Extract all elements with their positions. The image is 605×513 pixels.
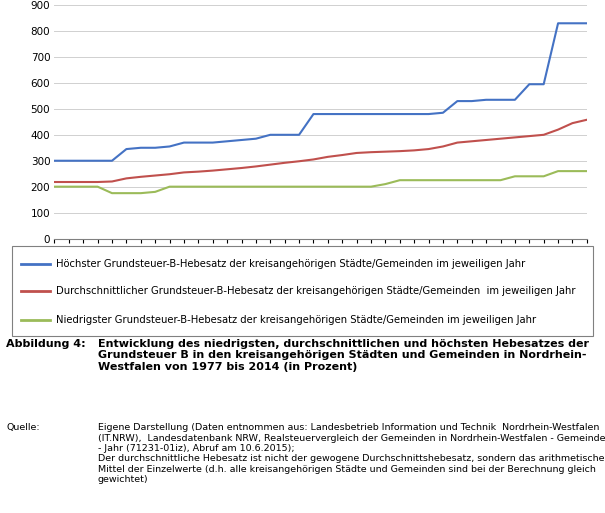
- Text: Niedrigster Grundsteuer-B-Hebesatz der kreisangehörigen Städte/Gemeinden im jewe: Niedrigster Grundsteuer-B-Hebesatz der k…: [56, 315, 536, 325]
- Text: Durchschnittlicher Grundsteuer-B-Hebesatz der kreisangehörigen Städte/Gemeinden : Durchschnittlicher Grundsteuer-B-Hebesat…: [56, 286, 575, 296]
- Text: Höchster Grundsteuer-B-Hebesatz der kreisangehörigen Städte/Gemeinden im jeweili: Höchster Grundsteuer-B-Hebesatz der krei…: [56, 259, 525, 269]
- Text: Abbildung 4:: Abbildung 4:: [6, 339, 86, 348]
- FancyBboxPatch shape: [12, 246, 593, 336]
- Text: Entwicklung des niedrigsten, durchschnittlichen und höchsten Hebesatzes der
Grun: Entwicklung des niedrigsten, durchschnit…: [98, 339, 589, 372]
- Text: Eigene Darstellung (Daten entnommen aus: Landesbetrieb Information und Technik  : Eigene Darstellung (Daten entnommen aus:…: [98, 423, 605, 484]
- Text: Quelle:: Quelle:: [6, 423, 40, 432]
